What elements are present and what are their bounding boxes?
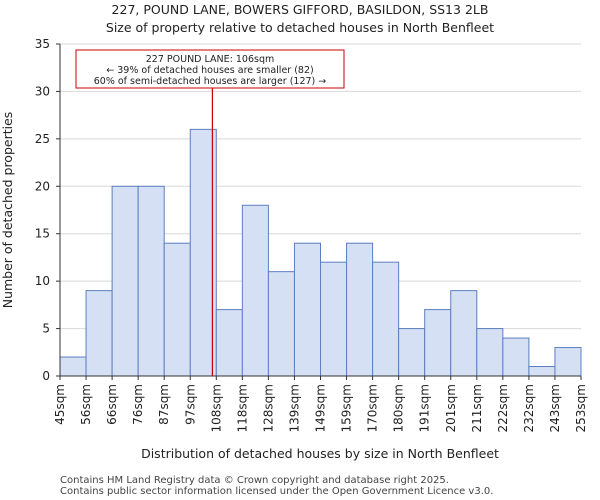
y-tick-label-5: 25 (35, 132, 50, 146)
y-axis-label: Number of detached properties (0, 112, 15, 309)
bar-1 (85, 290, 113, 377)
chart-title-line-1: 227, POUND LANE, BOWERS GIFFORD, BASILDO… (112, 2, 489, 17)
x-tick-label-19: 243sqm (548, 384, 562, 432)
x-tick-label-3: 76sqm (131, 384, 145, 425)
x-tick-label-5: 97sqm (183, 384, 197, 425)
bar-17 (502, 337, 530, 377)
x-tick-label-4: 87sqm (157, 384, 171, 425)
bar-12 (372, 261, 400, 377)
bar-14 (424, 309, 452, 377)
bars (59, 128, 582, 377)
bar-2 (111, 185, 139, 377)
x-tick-label-9: 139sqm (287, 384, 301, 432)
x-tick-label-20: 253sqm (574, 384, 588, 432)
annotation-line-1: 227 POUND LANE: 106sqm (146, 54, 274, 65)
x-tick-label-17: 222sqm (496, 384, 510, 432)
annotation-border (75, 49, 345, 89)
y-tick-label-7: 35 (35, 37, 50, 51)
bar-7 (241, 204, 269, 377)
x-tick-label-15: 201sqm (444, 384, 458, 432)
y-tick-labels: 0 5 10 15 20 25 30 35 (35, 37, 60, 383)
bar-18 (528, 366, 556, 377)
x-tick-label-13: 180sqm (392, 384, 406, 432)
bar-0 (59, 356, 87, 377)
chart-title-line-2: Size of property relative to detached ho… (106, 20, 494, 35)
x-tick-label-0: 45sqm (53, 384, 67, 425)
x-tick-label-11: 159sqm (340, 384, 354, 432)
x-tick-label-18: 232sqm (522, 384, 536, 432)
footer-line-1: Contains HM Land Registry data © Crown c… (60, 475, 449, 486)
bar-9 (293, 242, 322, 377)
x-tick-label-10: 149sqm (314, 384, 328, 432)
x-tick-label-1: 56sqm (79, 384, 93, 425)
annotation-box: 227 POUND LANE: 106sqm ← 39% of detached… (75, 49, 345, 89)
x-axis-label: Distribution of detached houses by size … (141, 446, 499, 461)
bar-11 (346, 242, 374, 377)
annotation-line-2: ← 39% of detached houses are smaller (82… (106, 65, 313, 76)
y-tick-label-6: 30 (35, 84, 50, 98)
x-tick-label-2: 66sqm (105, 384, 119, 425)
x-tick-label-8: 128sqm (261, 384, 275, 432)
bar-8 (267, 271, 295, 377)
y-tick-label-2: 10 (35, 274, 50, 288)
bar-6 (215, 309, 243, 377)
x-tick-labels: 45sqm 56sqm 66sqm 76sqm 87sqm 97sqm 108sqm 118s… (53, 376, 588, 432)
y-tick-label-1: 5 (42, 322, 50, 336)
annotation-line-3: 60% of semi-detached houses are larger (… (94, 76, 327, 87)
bar-15 (450, 290, 478, 377)
y-tick-label-0: 0 (42, 369, 50, 383)
x-tick-label-12: 170sqm (366, 384, 380, 432)
x-tick-label-14: 191sqm (418, 384, 432, 432)
bar-16 (476, 328, 504, 377)
x-tick-label-7: 118sqm (235, 384, 249, 432)
bar-19 (554, 347, 582, 377)
bar-3 (137, 185, 165, 377)
y-tick-label-3: 15 (35, 227, 50, 241)
x-tick-label-6: 108sqm (209, 384, 223, 432)
bar-4 (163, 242, 191, 377)
y-tick-label-4: 20 (35, 179, 50, 193)
bar-10 (320, 261, 348, 377)
bar-13 (398, 328, 426, 377)
x-tick-label-16: 211sqm (470, 384, 484, 432)
footer-line-2: Contains public sector information licen… (60, 486, 493, 497)
